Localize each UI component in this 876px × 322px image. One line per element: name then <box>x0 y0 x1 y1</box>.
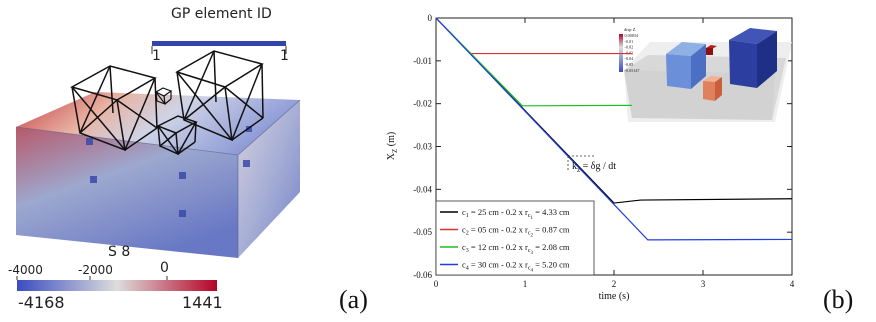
x-tick-label: 0 <box>434 279 439 289</box>
gp-tick-left: 1 <box>152 48 161 64</box>
block-left-face <box>16 127 238 258</box>
inset-tick-label: 0.00834 <box>625 33 640 38</box>
x-tick-label: 4 <box>790 279 795 289</box>
panel-a-figure <box>15 41 301 291</box>
panel-b-label: (b) <box>823 285 854 314</box>
stress-color-scale <box>17 280 217 291</box>
y-tick-label: -0.05 <box>413 227 432 237</box>
scale-tick-label-2: 0 <box>160 260 169 276</box>
x-ticks: 0 1 2 3 4 <box>434 18 795 289</box>
scale-max-value: 1441 <box>182 293 223 312</box>
legend-label-1: c1 = 25 cm - 0.2 x rc1 = 4.33 cm <box>462 207 570 221</box>
x-tick-label: 2 <box>612 279 617 289</box>
inset-tick-label: -0.01 <box>625 39 634 44</box>
y-tick-label: -0.02 <box>413 99 432 109</box>
wireframe-frames <box>70 50 264 156</box>
legend-label-2: c2 = 05 cm - 0.2 x rc2 = 0.87 cm <box>462 225 570 239</box>
scale-tick-label-0: -4000 <box>8 263 43 277</box>
inset-tick-label: -0.02 <box>625 45 634 50</box>
inset-tick-label: -0.05147 <box>625 68 640 73</box>
inset-title: disp Z <box>624 27 636 32</box>
x-tick-label: 1 <box>523 279 528 289</box>
gp-title: GP element ID <box>171 6 272 22</box>
x-axis-label: time (s) <box>599 291 630 302</box>
panel-a: GP element ID 1 1 S 8 -4000 -2000 0 -416… <box>0 0 380 322</box>
field-name: S 8 <box>108 244 131 260</box>
inset-tick-label: -0.05 <box>625 62 634 67</box>
series-lines <box>435 17 793 241</box>
x-tick-label: 3 <box>701 279 706 289</box>
scale-tick-label-1: -2000 <box>78 263 113 277</box>
y-tick-label: -0.04 <box>413 184 432 194</box>
panel-a-label: (a) <box>339 285 368 314</box>
y-tick-label: -0.03 <box>413 142 432 152</box>
scale-min-value: -4168 <box>18 293 65 312</box>
series-line-3 <box>435 17 632 107</box>
block-right-face <box>238 100 300 258</box>
legend-label-3: c3 = 12 cm - 0.2 x rc3 = 2.08 cm <box>462 242 570 256</box>
y-axis-label: XZ (m) <box>386 132 399 160</box>
legend: c1 = 25 cm - 0.2 x rc1 = 4.33 cm c2 = 05 … <box>435 200 595 276</box>
y-tick-label: 0 <box>428 13 433 23</box>
slope-annotation: kz = δg / dt <box>572 161 616 174</box>
y-tick-label: -0.06 <box>413 270 432 280</box>
inset-3d-view: disp Z 0.00834-0.01-0.02-0.03-0.04-0.05-… <box>619 27 792 122</box>
legend-label-4: c4 = 30 cm - 0.2 x rc4 = 5.20 cm <box>462 260 570 274</box>
series-line-4 <box>435 17 793 241</box>
gp-tick-right: 1 <box>280 48 289 64</box>
inset-tick-labels: 0.00834-0.01-0.02-0.03-0.04-0.05-0.05147 <box>625 33 640 73</box>
inset-tick-label: -0.03 <box>625 50 634 55</box>
y-tick-label: -0.01 <box>413 56 432 66</box>
y-ticks: 0-0.01-0.02-0.03-0.04-0.05-0.06 <box>413 13 792 280</box>
gauss-points <box>86 126 252 217</box>
inset-tick-label: -0.04 <box>625 56 635 61</box>
legend-box <box>435 200 595 276</box>
gp-id-bar <box>152 41 286 46</box>
